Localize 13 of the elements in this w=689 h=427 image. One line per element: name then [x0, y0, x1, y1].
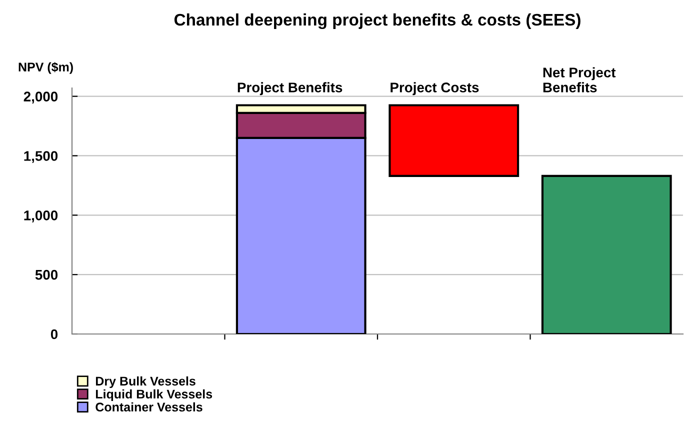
y-tick-label: 500 [35, 270, 58, 280]
y-axis-title: NPV ($m) [18, 62, 73, 74]
chart-title: Channel deepening project benefits & costs (SEES) [174, 13, 580, 30]
y-tick-label: 0 [50, 329, 58, 340]
legend-label: Dry Bulk Vessels [96, 376, 196, 388]
legend-label: Liquid Bulk Vessels [96, 389, 212, 402]
x-tick-label: Project Costs [390, 82, 479, 96]
legend-label: Container Vessels [96, 402, 202, 412]
y-tick-label: 2,000 [24, 92, 58, 104]
x-tick-label: Project Benefits [238, 82, 342, 96]
y-tick-label: 1,000 [24, 210, 58, 222]
x-tick-label: Net Project Benefits [543, 67, 616, 92]
y-tick-label: 1,500 [24, 151, 58, 163]
